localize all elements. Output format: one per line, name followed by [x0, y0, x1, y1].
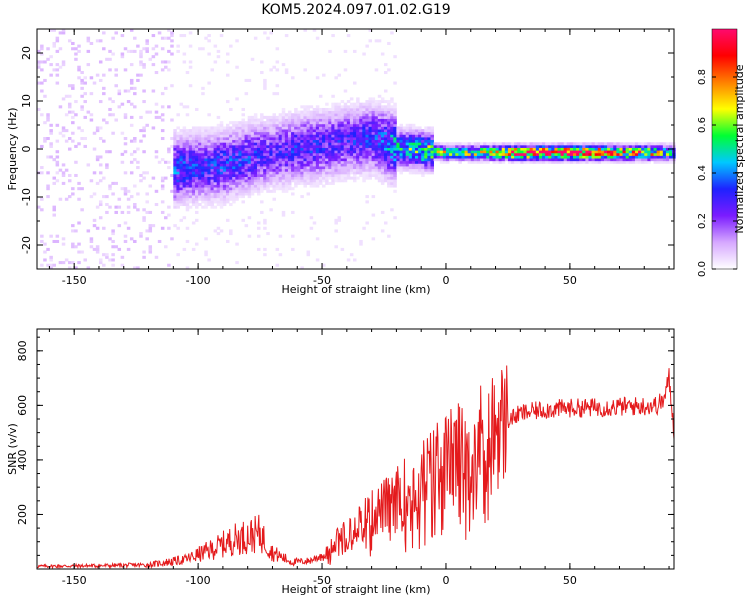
bottom-y-ticks: 200 400 600 800: [16, 336, 674, 570]
top-x-ticks: -150 -100 -50 0 50: [48, 29, 670, 287]
colorbar-tick-label: 0.0: [697, 261, 708, 277]
top-x-tick-label: -150: [62, 274, 87, 287]
top-y-tick-label: 10: [20, 94, 33, 108]
colorbar-tick-label: 0.6: [697, 117, 708, 133]
top-x-tick-label: -100: [186, 274, 211, 287]
top-y-tick-label: 0: [20, 146, 33, 153]
bottom-x-tick-label: -100: [186, 574, 211, 587]
top-x-tick-label: 50: [563, 274, 577, 287]
colorbar-tick-label: 0.4: [697, 165, 708, 181]
colorbar-tick-label: 0.2: [697, 213, 708, 229]
spectrogram-cells: [37, 28, 676, 270]
top-x-tick-label: -50: [313, 274, 331, 287]
top-y-axis-label: Frequency (Hz): [6, 108, 19, 191]
top-y-tick-label: -20: [20, 236, 33, 254]
bottom-y-tick-label: 600: [16, 395, 29, 416]
bottom-x-tick-label: -50: [313, 574, 331, 587]
bottom-x-ticks: -150 -100 -50 0 50: [48, 329, 670, 587]
snr-panel: -150 -100 -50 0 50 200 400 600 800 Height of st…: [6, 328, 675, 596]
bottom-x-tick-label: 50: [563, 574, 577, 587]
top-x-tick-label: 0: [442, 274, 449, 287]
top-x-axis-label: Height of straight line (km): [281, 283, 430, 296]
top-y-ticks: -20 -10 0 10 20: [20, 28, 674, 270]
bottom-x-tick-label: -150: [62, 574, 87, 587]
colorbar-tick-label: 0.8: [697, 69, 708, 85]
bottom-x-tick-label: 0: [442, 574, 449, 587]
bottom-y-axis-label: SNR (v/v): [6, 423, 19, 475]
bottom-y-tick-label: 200: [16, 504, 29, 525]
bottom-x-axis-label: Height of straight line (km): [281, 583, 430, 596]
top-y-tick-label: 20: [20, 46, 33, 60]
chart-title: KOM5.2024.097.01.02.G19: [261, 2, 450, 18]
colorbar-ticks: 0.0 0.2 0.4 0.6 0.8: [697, 69, 737, 277]
colorbar: 0.0 0.2 0.4 0.6 0.8 Normalized spectral ampl…: [697, 28, 746, 277]
top-y-tick-label: -10: [20, 188, 33, 206]
snr-series-line: [36, 365, 675, 570]
bottom-y-tick-label: 400: [16, 449, 29, 470]
colorbar-gradient: [712, 29, 737, 269]
bottom-y-tick-label: 800: [16, 340, 29, 361]
colorbar-label: Normalized spectral amplitude: [733, 64, 746, 233]
